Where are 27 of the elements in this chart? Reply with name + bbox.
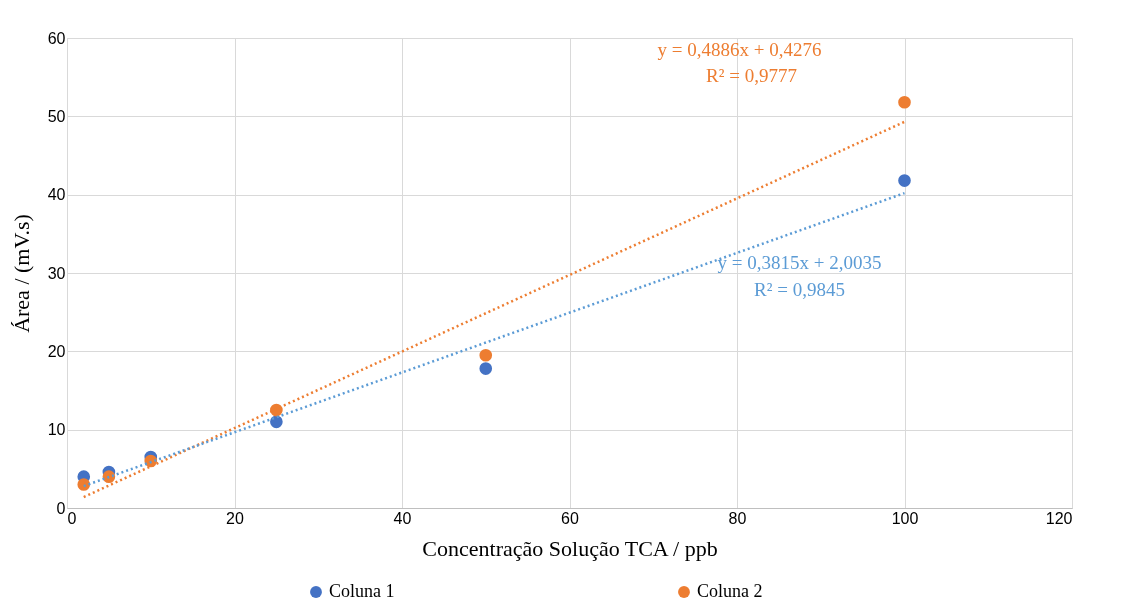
x-tick-label: 20 bbox=[226, 509, 244, 527]
point bbox=[898, 174, 911, 187]
x-tick-label: 40 bbox=[393, 509, 412, 527]
point bbox=[479, 362, 493, 375]
legend-label: Coluna 2 bbox=[697, 581, 763, 601]
x-axis-title: Concentração Solução TCA / ppb bbox=[422, 535, 718, 561]
point bbox=[77, 478, 91, 491]
legend-label: Coluna 1 bbox=[329, 581, 395, 601]
x-tick-label: 120 bbox=[1045, 509, 1073, 527]
y-tick-label: 40 bbox=[47, 186, 66, 204]
x-tick-label: 60 bbox=[561, 509, 579, 527]
y-tick-label: 60 bbox=[47, 29, 66, 47]
annotation: y = 0,3815x + 2,0035 bbox=[717, 252, 882, 274]
y-tick-label: 50 bbox=[47, 107, 66, 125]
y-axis-title: Área / (mV.s) bbox=[8, 214, 34, 333]
annotation: R² = 0,9845 bbox=[754, 279, 845, 301]
annotation: R² = 0,9777 bbox=[706, 64, 797, 86]
point bbox=[479, 348, 493, 362]
y-tick-label: 30 bbox=[47, 264, 66, 282]
x-tick-label: 0 bbox=[67, 509, 77, 527]
point bbox=[898, 95, 911, 109]
annotation: y = 0,4886x + 0,4276 bbox=[657, 38, 822, 60]
x-tick-label: 80 bbox=[728, 509, 747, 527]
y-tick-label: 20 bbox=[47, 342, 66, 360]
point bbox=[270, 415, 283, 429]
x-tick-label: 100 bbox=[891, 509, 919, 527]
y-tick-label: 10 bbox=[47, 421, 66, 439]
